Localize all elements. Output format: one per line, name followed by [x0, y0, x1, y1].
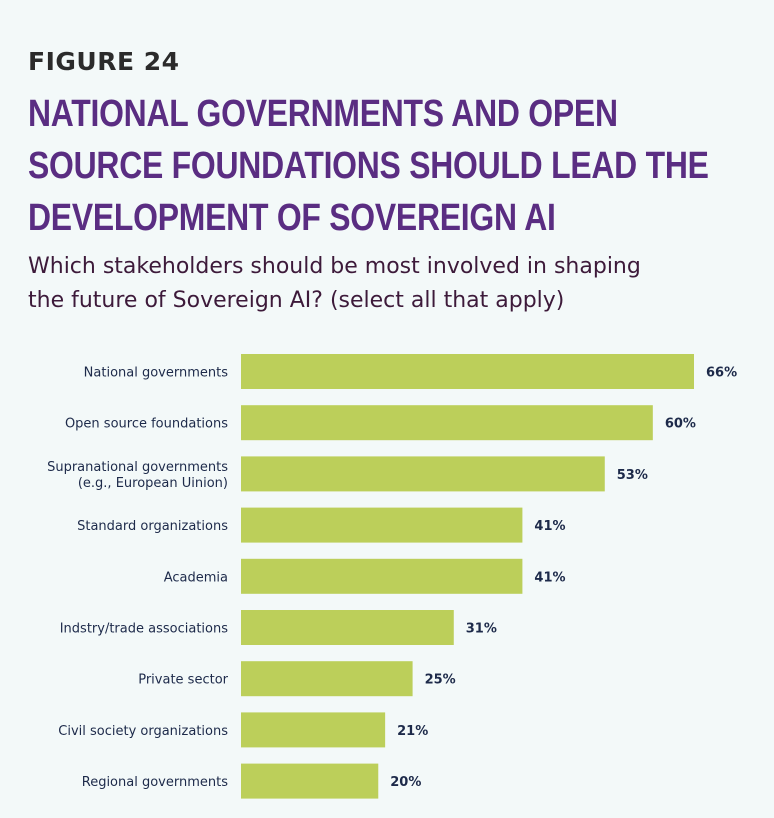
- bar: [241, 354, 694, 389]
- bar: [241, 456, 605, 492]
- subtitle-line: Which stakeholders should be most involv…: [28, 254, 641, 279]
- title-line: SOURCE FOUNDATIONS SHOULD LEAD THE: [28, 145, 709, 187]
- value-label: 41%: [534, 570, 565, 585]
- chart-title: NATIONAL GOVERNMENTS AND OPEN SOURCE FOU…: [28, 88, 709, 244]
- figure-label: FIGURE 24: [28, 47, 180, 76]
- value-label: 66%: [706, 366, 737, 381]
- category-label: Indstry/trade associations: [60, 622, 228, 637]
- chart-subtitle: Which stakeholders should be most involv…: [28, 250, 748, 318]
- value-label: 60%: [665, 417, 696, 432]
- bar: [241, 507, 523, 543]
- value-label: 25%: [425, 673, 456, 688]
- value-label: 31%: [466, 622, 497, 637]
- category-label: Civil society organizations: [58, 724, 228, 739]
- bar: [241, 610, 454, 645]
- category-label: Standard organizations: [77, 519, 228, 534]
- category-label: Open source foundations: [65, 417, 228, 432]
- category-label: Private sector: [138, 673, 228, 688]
- subtitle-line: the future of Sovereign AI? (select all …: [28, 288, 565, 313]
- bar: [241, 405, 653, 441]
- category-label: National governments: [84, 366, 229, 381]
- category-label: Regional governments: [82, 775, 228, 790]
- value-label: 20%: [390, 775, 421, 790]
- bar: [241, 763, 379, 799]
- category-label: Academia: [164, 570, 228, 585]
- value-label: 53%: [617, 468, 648, 483]
- value-label: 21%: [397, 724, 428, 739]
- category-label: (e.g., European Uinion): [78, 476, 228, 491]
- category-label: Supranational governments: [47, 460, 228, 475]
- bar: [241, 712, 386, 748]
- title-line: DEVELOPMENT OF SOVEREIGN AI: [28, 197, 556, 239]
- bar: [241, 558, 523, 594]
- title-line: NATIONAL GOVERNMENTS AND OPEN: [28, 93, 618, 135]
- value-label: 41%: [534, 519, 565, 534]
- bar: [241, 661, 413, 697]
